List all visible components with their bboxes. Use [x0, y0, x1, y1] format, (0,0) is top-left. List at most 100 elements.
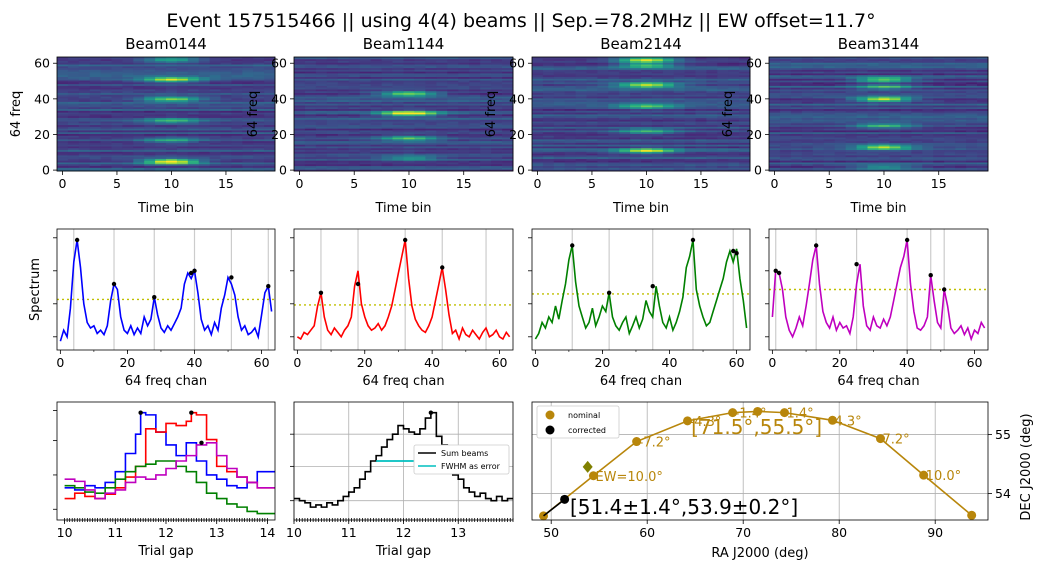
heatmap-cell — [155, 133, 167, 136]
heatmap-cell — [89, 87, 101, 90]
heatmap-cell — [294, 69, 306, 72]
heatmap-cell — [944, 156, 956, 159]
heatmap-cell — [564, 151, 576, 154]
heatmap-cell — [966, 78, 978, 81]
heatmap-cell — [264, 135, 276, 138]
heatmap-cell — [564, 78, 576, 81]
heatmap-cell — [78, 80, 91, 83]
heatmap-cell — [304, 64, 317, 67]
heatmap-cell — [209, 133, 221, 136]
heatmap-cell — [944, 119, 956, 122]
heatmap-cell — [67, 147, 80, 151]
heatmap-cell — [856, 108, 868, 111]
heatmap-cell — [392, 149, 404, 152]
heatmap-cell — [630, 87, 642, 90]
heatmap-cell — [922, 101, 934, 104]
heatmap-cell — [359, 71, 372, 74]
heatmap-cell — [900, 112, 912, 115]
heatmap-cell — [717, 147, 729, 151]
heatmap-cell — [532, 128, 544, 131]
heatmap-cell — [911, 131, 923, 134]
heatmap-cell — [144, 169, 156, 172]
heatmap-cell — [447, 85, 459, 88]
heatmap-cell — [801, 89, 814, 92]
heatmap-cell — [187, 156, 200, 159]
heatmap-cell — [155, 160, 167, 163]
heatmap-cell — [966, 83, 978, 86]
heatmap-cell — [403, 119, 415, 122]
heatmap-cell — [553, 83, 566, 86]
heatmap-cell — [326, 64, 339, 67]
heatmap-cell — [458, 67, 470, 70]
heatmap-cell — [315, 97, 328, 101]
heatmap-cell — [359, 105, 372, 108]
heatmap-cell — [586, 158, 598, 161]
heatmap-cell — [480, 140, 492, 143]
heatmap-cell — [414, 162, 426, 165]
heatmap-cell — [922, 81, 934, 85]
heatmap-cell — [812, 169, 825, 172]
heatmap-cell — [739, 78, 751, 81]
heatmap-cell — [673, 76, 685, 79]
heatmap-cell — [812, 110, 825, 113]
heatmap-cell — [878, 115, 890, 118]
heatmap-cell — [878, 165, 890, 168]
heatmap-cell — [575, 162, 587, 165]
heatmap-cell — [823, 83, 836, 86]
heatmap-cell — [684, 78, 696, 81]
heatmap-cell — [359, 153, 372, 156]
heatmap-cell — [977, 165, 989, 168]
heatmap-cell — [673, 57, 685, 60]
heatmap-cell — [630, 153, 642, 156]
heatmap-cell — [425, 165, 437, 168]
heatmap-cell — [166, 83, 178, 86]
heatmap-cell — [348, 126, 361, 129]
heatmap-cell — [198, 158, 210, 161]
heatmap-cell — [717, 87, 729, 90]
heatmap-cell — [977, 144, 989, 147]
heatmap-cell — [480, 119, 492, 122]
heatmap-cell — [359, 67, 372, 70]
heatmap-cell — [900, 153, 912, 156]
heatmap-cell — [480, 69, 492, 72]
heatmap-cell — [67, 131, 80, 134]
heatmap-cell — [315, 151, 328, 154]
heatmap-cell — [403, 64, 415, 67]
heatmap-cell — [348, 71, 361, 74]
heatmap-cell — [586, 121, 598, 124]
heatmap-cell — [480, 163, 492, 167]
heatmap-cell — [834, 101, 847, 104]
heatmap-cell — [359, 110, 372, 113]
heatmap-cell — [911, 81, 923, 85]
heatmap-cell — [447, 135, 459, 138]
heatmap-cell — [608, 140, 620, 143]
heatmap-cell — [889, 156, 901, 159]
heatmap-cell — [469, 122, 481, 126]
heatmap-cell — [392, 89, 404, 92]
heatmap-cell — [933, 169, 945, 172]
heatmap-cell — [220, 135, 232, 138]
heatmap-cell — [739, 140, 751, 143]
heatmap-cell — [944, 163, 956, 167]
heatmap-cell — [933, 158, 945, 161]
heatmap-cell — [447, 96, 459, 99]
heatmap-cell — [155, 67, 167, 70]
heatmap-cell — [57, 158, 69, 161]
heatmap-cell — [89, 156, 101, 159]
heatmap-cell — [867, 121, 879, 124]
heatmap-cell — [78, 71, 91, 74]
heatmap-cell — [326, 160, 339, 163]
heatmap-cell — [57, 73, 69, 76]
heatmap-cell — [619, 85, 631, 88]
heatmap-cell — [370, 128, 382, 131]
heatmap-cell — [673, 117, 685, 120]
heatmap-cell — [209, 67, 221, 70]
heatmap-cell — [220, 57, 232, 60]
heatmap-cell — [133, 103, 145, 106]
heatmap-cell — [966, 103, 978, 106]
heatmap-cell — [608, 60, 620, 63]
heatmap-cell — [955, 99, 967, 102]
heatmap-cell — [447, 149, 459, 152]
heatmap-cell — [304, 81, 317, 85]
heatmap-cell — [619, 121, 631, 124]
